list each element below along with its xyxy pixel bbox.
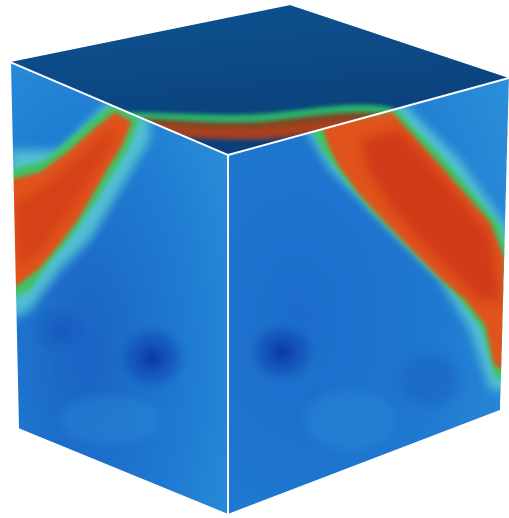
cube-edges [9, 61, 509, 514]
cube-right-face [228, 78, 509, 514]
cube-top-face [10, 5, 509, 155]
cube-left-face [10, 62, 228, 514]
edge-top-right [227, 77, 509, 156]
edge-top-left [9, 61, 229, 156]
edge-left-vertical [9, 61, 19, 429]
